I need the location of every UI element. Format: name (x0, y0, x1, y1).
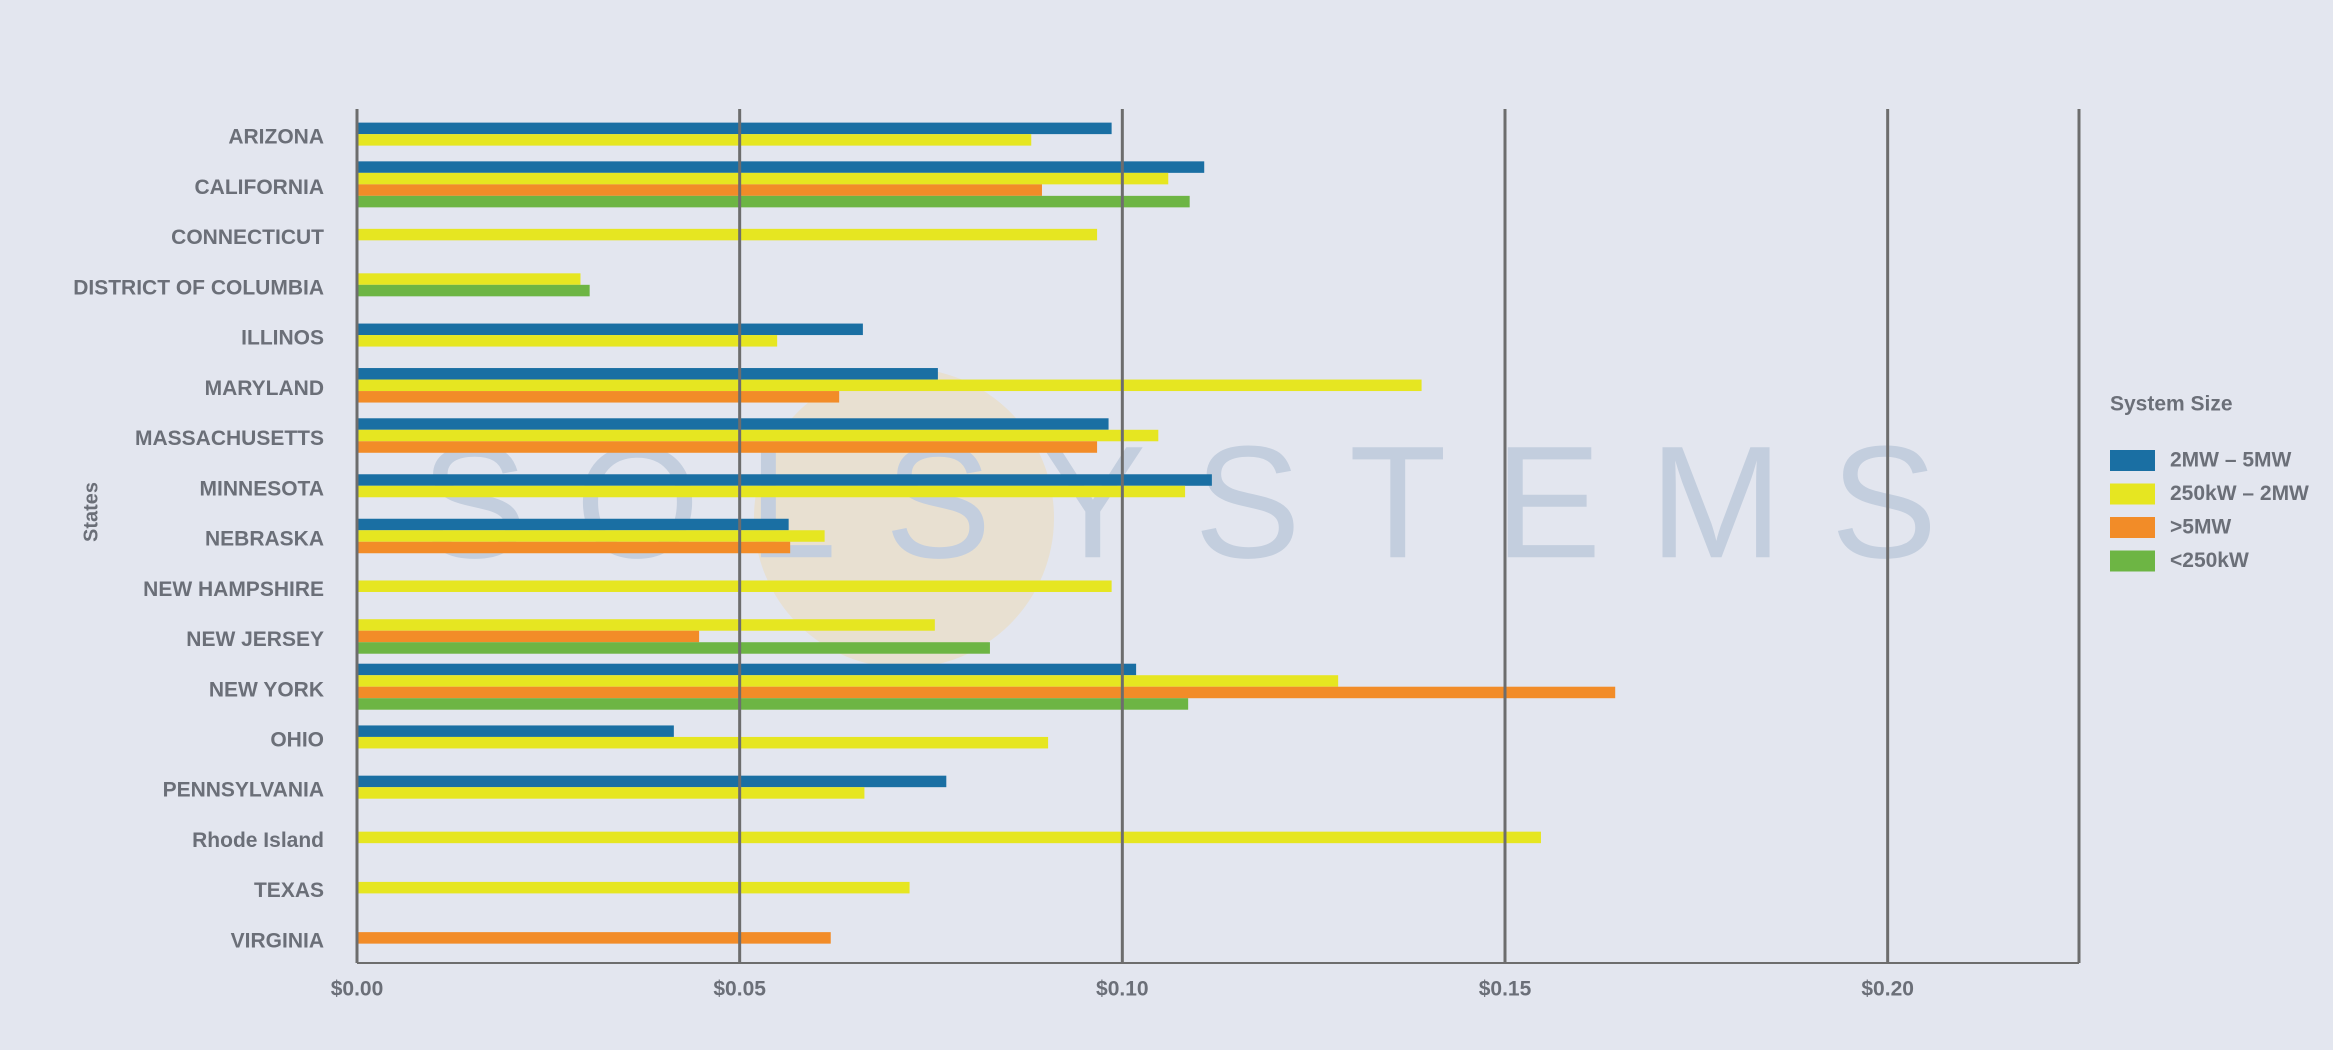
bar (357, 530, 825, 542)
y-tick-label: PENNSYLVANIA (163, 779, 324, 802)
bar (357, 474, 1212, 486)
bar (357, 831, 1541, 844)
bar (357, 580, 1112, 592)
bar (357, 881, 910, 894)
y-tick-label: NEW HAMPSHIRE (143, 578, 324, 601)
bar (357, 725, 674, 737)
bar (357, 122, 1112, 135)
bar (357, 619, 935, 631)
bar (357, 284, 590, 297)
legend-label: 2MW – 5MW (2170, 449, 2292, 472)
y-tick-label: NEW YORK (209, 678, 324, 701)
y-tick-label: DISTRICT OF COLUMBIA (73, 276, 324, 299)
y-tick-label: CALIFORNIA (195, 176, 325, 199)
bar (357, 429, 1159, 442)
legend-swatch (2110, 483, 2155, 505)
x-tick-label: $0.05 (713, 978, 766, 1001)
legend-swatch (2110, 517, 2155, 538)
bar (357, 518, 789, 531)
bar (357, 195, 1190, 208)
bar (357, 161, 1205, 173)
legend-swatch (2110, 550, 2155, 572)
bar (357, 172, 1169, 185)
bar (357, 698, 1189, 710)
legend-label: 250kW – 2MW (2170, 482, 2309, 505)
bar (357, 630, 700, 643)
bar (357, 368, 938, 380)
bar (357, 379, 1422, 392)
bar (357, 787, 865, 799)
bar (357, 663, 1137, 676)
x-tick-label: $0.00 (331, 978, 384, 1001)
y-tick-label: ARIZONA (228, 126, 324, 149)
bar (357, 736, 1049, 749)
bar (357, 335, 778, 347)
bar (357, 675, 1339, 687)
legend-title: System Size (2110, 393, 2233, 416)
bar (357, 642, 990, 654)
x-tick-label: $0.10 (1096, 978, 1149, 1001)
y-tick-label: NEW JERSEY (186, 628, 324, 651)
bar (357, 323, 863, 336)
bar (357, 391, 840, 403)
bar (357, 932, 831, 944)
bar (357, 541, 791, 554)
legend-swatch (2110, 450, 2155, 471)
y-tick-label: MASSACHUSETTS (135, 427, 324, 450)
x-tick-label: $0.15 (1479, 978, 1532, 1001)
bar (357, 441, 1098, 453)
bar (357, 418, 1109, 430)
y-tick-label: MINNESOTA (200, 477, 324, 500)
legend-label: <250kW (2170, 549, 2249, 572)
y-tick-label: TEXAS (254, 879, 324, 902)
bar (357, 228, 1098, 241)
y-tick-label: VIRGINIA (231, 929, 324, 952)
y-tick-label: Rhode Island (192, 829, 324, 852)
y-tick-label: NEBRASKA (205, 528, 324, 551)
y-axis-label: States (80, 482, 102, 542)
legend-label: >5MW (2170, 516, 2231, 539)
bar (357, 273, 581, 285)
bar (357, 134, 1032, 146)
y-tick-label: OHIO (270, 728, 324, 751)
y-tick-label: ILLINOS (241, 327, 324, 350)
bar (357, 775, 947, 788)
bar (357, 485, 1186, 498)
y-tick-label: MARYLAND (205, 377, 324, 400)
bar (357, 686, 1616, 699)
y-tick-label: CONNECTICUT (171, 226, 324, 249)
bar (357, 184, 1042, 196)
x-tick-label: $0.20 (1861, 978, 1914, 1001)
